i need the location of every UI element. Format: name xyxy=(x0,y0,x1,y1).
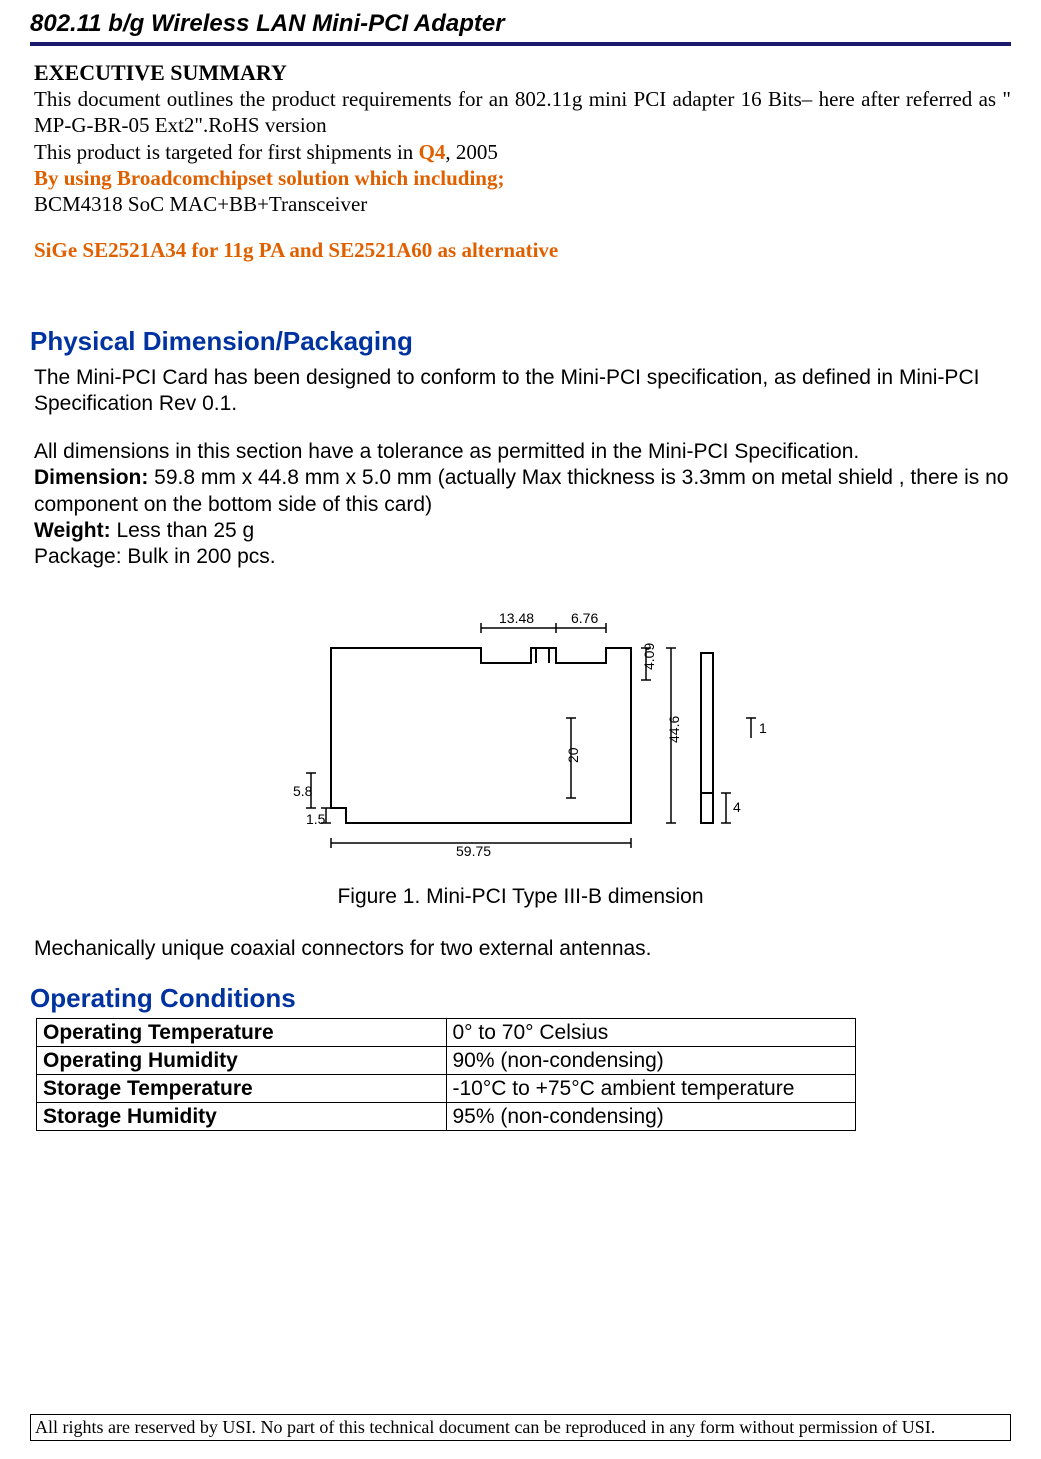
op-humidity-value: 90% (non-condensing) xyxy=(446,1047,856,1075)
dim-20: 20 xyxy=(565,747,581,763)
op-temp-value: 0° to 70° Celsius xyxy=(446,1019,856,1047)
phys-package: Package: Bulk in 200 pcs. xyxy=(34,544,1011,570)
exec-line-2-prefix: This product is targeted for first shipm… xyxy=(34,140,419,164)
exec-line-2-quarter: Q4 xyxy=(419,140,446,164)
storage-humidity-label: Storage Humidity xyxy=(37,1103,447,1131)
phys-dim-val: 59.8 mm x 44.8 mm x 5.0 mm (actually Max… xyxy=(34,466,1008,515)
page-title: 802.11 b/g Wireless LAN Mini-PCI Adapter xyxy=(30,10,1011,38)
phys-heading: Physical Dimension/Packaging xyxy=(30,326,1011,357)
table-row: Storage Humidity 95% (non-condensing) xyxy=(37,1103,856,1131)
exec-line-2-suffix: , 2005 xyxy=(445,140,498,164)
table-row: Storage Temperature -10°C to +75°C ambie… xyxy=(37,1075,856,1103)
storage-temp-value: -10°C to +75°C ambient temperature xyxy=(446,1075,856,1103)
phys-body: The Mini-PCI Card has been designed to c… xyxy=(34,365,1011,571)
phys-weight-label: Weight: xyxy=(34,519,111,542)
exec-line-3: By using Broadcomchipset solution which … xyxy=(34,165,1011,191)
dim-6-76: 6.76 xyxy=(571,610,598,626)
dim-59-75: 59.75 xyxy=(456,843,491,858)
phys-weight-val: Less than 25 g xyxy=(111,519,255,542)
phys-p2: All dimensions in this section have a to… xyxy=(34,439,1011,465)
op-humidity-label: Operating Humidity xyxy=(37,1047,447,1075)
footer-text: All rights are reserved by USI. No part … xyxy=(30,1414,1011,1441)
dim-5-8: 5.8 xyxy=(293,783,313,799)
spacer xyxy=(34,217,1011,237)
dim-1-5: 1.5 xyxy=(306,811,326,827)
phys-dim-label: Dimension: xyxy=(34,466,148,489)
table-row: Operating Temperature 0° to 70° Celsius xyxy=(37,1019,856,1047)
opcond-heading: Operating Conditions xyxy=(30,983,1011,1014)
exec-body: This document outlines the product requi… xyxy=(34,86,1011,264)
exec-line-2: This product is targeted for first shipm… xyxy=(34,139,1011,165)
figure-caption: Figure 1. Mini-PCI Type III-B dimension xyxy=(30,885,1011,909)
op-temp-label: Operating Temperature xyxy=(37,1019,447,1047)
spacer xyxy=(34,417,1011,439)
figure-area: 13.48 6.76 4.09 44.6 20 5.8 1.5 59.75 4 … xyxy=(30,588,1011,909)
exec-line-5: SiGe SE2521A34 for 11g PA and SE2521A60 … xyxy=(34,237,1011,263)
dimension-diagram: 13.48 6.76 4.09 44.6 20 5.8 1.5 59.75 4 … xyxy=(271,588,791,858)
storage-humidity-value: 95% (non-condensing) xyxy=(446,1103,856,1131)
header-divider xyxy=(30,42,1011,46)
after-figure-text: Mechanically unique coaxial connectors f… xyxy=(34,937,1011,961)
dim-13-48: 13.48 xyxy=(499,610,534,626)
dim-4: 4 xyxy=(733,799,741,815)
exec-line-4: BCM4318 SoC MAC+BB+Transceiver xyxy=(34,191,1011,217)
dim-44-6: 44.6 xyxy=(666,716,682,743)
phys-weight: Weight: Less than 25 g xyxy=(34,518,1011,544)
phys-dim: Dimension: 59.8 mm x 44.8 mm x 5.0 mm (a… xyxy=(34,465,1011,518)
dim-1: 1 xyxy=(759,720,767,736)
operating-conditions-table: Operating Temperature 0° to 70° Celsius … xyxy=(36,1018,856,1131)
footer: All rights are reserved by USI. No part … xyxy=(30,1414,1011,1441)
exec-summary-heading: EXECUTIVE SUMMARY xyxy=(34,60,1011,86)
exec-line-1: This document outlines the product requi… xyxy=(34,86,1011,139)
table-row: Operating Humidity 90% (non-condensing) xyxy=(37,1047,856,1075)
phys-p1: The Mini-PCI Card has been designed to c… xyxy=(34,365,1011,418)
dim-4-09: 4.09 xyxy=(641,643,657,670)
storage-temp-label: Storage Temperature xyxy=(37,1075,447,1103)
